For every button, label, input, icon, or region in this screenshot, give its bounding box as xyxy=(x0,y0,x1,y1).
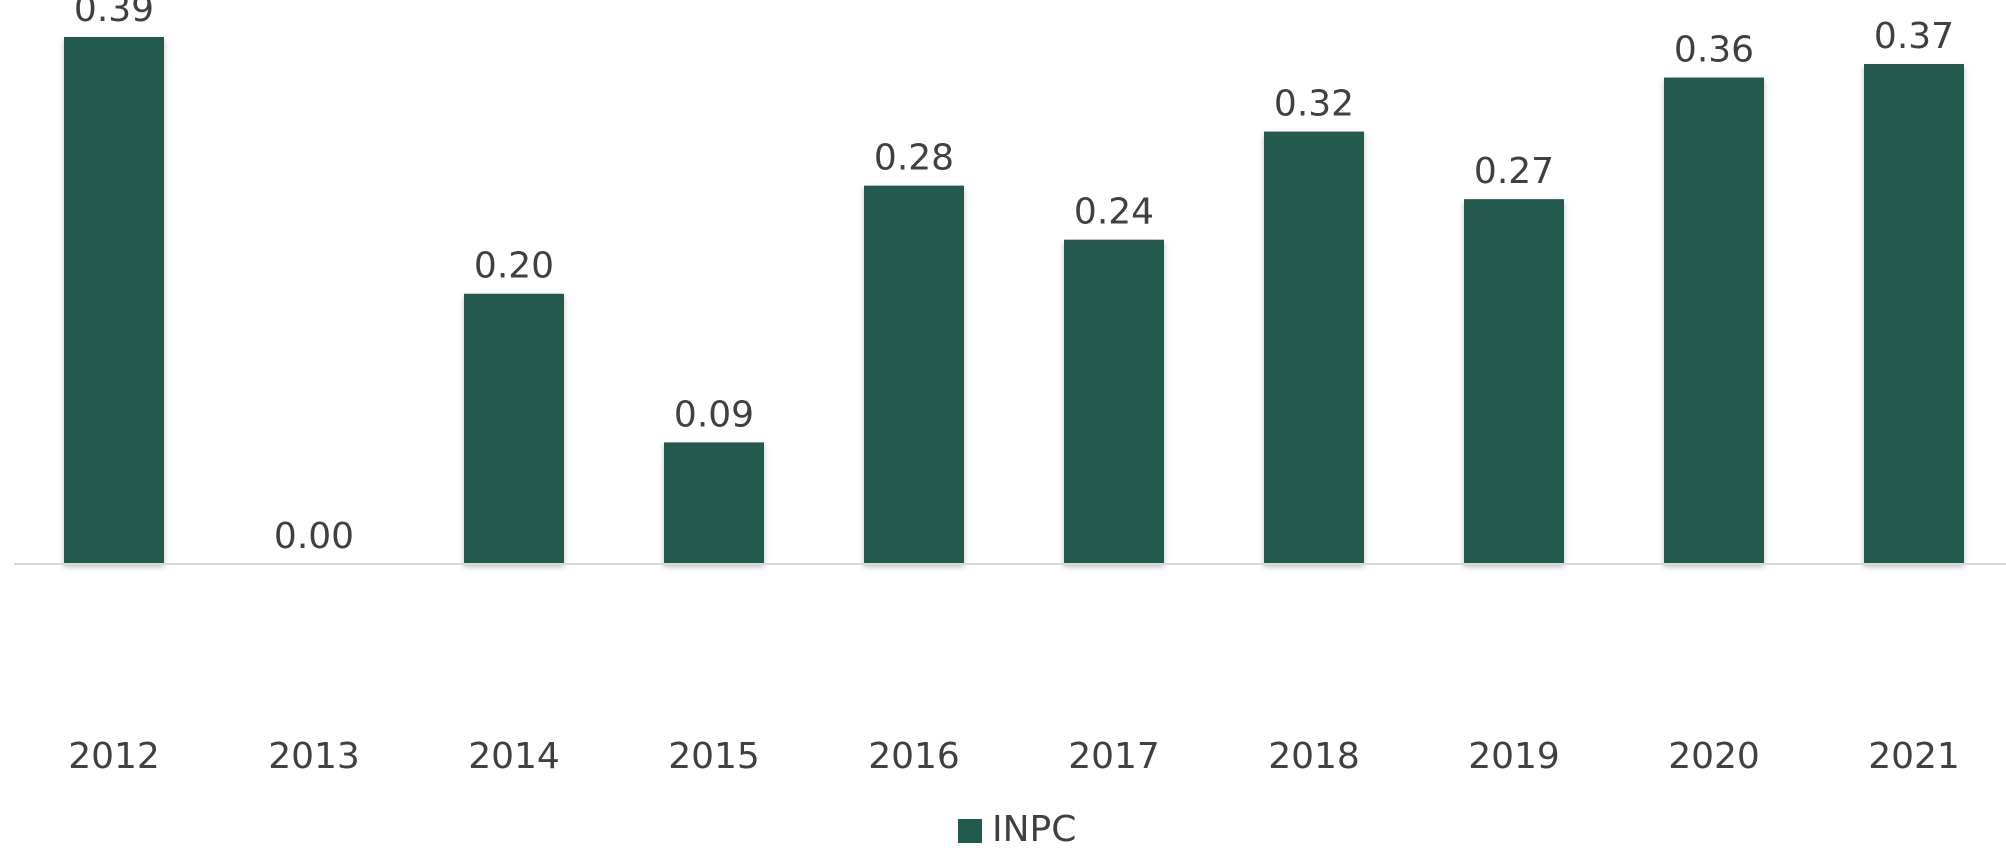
value-label: 0.00 xyxy=(274,516,354,557)
x-tick-label: 2020 xyxy=(1668,736,1760,777)
bar xyxy=(1664,77,1764,565)
bar xyxy=(664,442,764,564)
x-tick-label: 2017 xyxy=(1068,736,1160,777)
bar xyxy=(864,185,964,564)
x-tick-label: 2018 xyxy=(1268,736,1360,777)
value-label: 0.20 xyxy=(474,246,554,287)
legend-label: INPC xyxy=(992,809,1076,848)
bar xyxy=(1864,64,1964,565)
x-tick-label: 2021 xyxy=(1868,736,1960,777)
value-label: 0.36 xyxy=(1674,30,1754,71)
x-tick-label: 2016 xyxy=(868,736,960,777)
bar xyxy=(464,293,564,564)
value-label: 0.27 xyxy=(1474,151,1554,192)
bar xyxy=(1264,131,1364,565)
value-label: 0.09 xyxy=(674,394,754,435)
value-label: 0.37 xyxy=(1874,16,1954,57)
bar xyxy=(1064,239,1164,564)
x-tick-label: 2015 xyxy=(668,736,760,777)
x-tick-label: 2013 xyxy=(268,736,360,777)
value-label: 0.32 xyxy=(1274,84,1354,125)
bar xyxy=(64,37,164,564)
bar xyxy=(1464,199,1564,564)
value-label: 0.24 xyxy=(1074,192,1154,233)
legend-swatch xyxy=(958,819,982,843)
x-tick-label: 2012 xyxy=(68,736,160,777)
x-tick-label: 2014 xyxy=(468,736,560,777)
x-tick-label: 2019 xyxy=(1468,736,1560,777)
value-label: 0.28 xyxy=(874,138,954,179)
value-label: 0.39 xyxy=(74,0,154,30)
